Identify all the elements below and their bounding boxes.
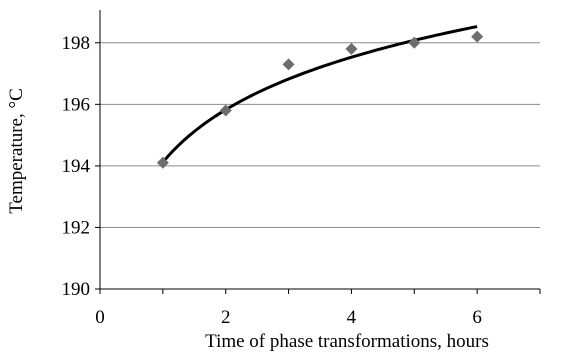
tick-labels: 190 192 194 196 198 0 2 4 6 <box>62 33 482 328</box>
data-point-diamond <box>471 30 484 43</box>
x-tick-label: 4 <box>347 307 357 328</box>
data-point-diamond <box>282 58 295 71</box>
data-point-diamond <box>219 104 232 117</box>
trendline-layer <box>161 25 478 164</box>
y-tick-label: 196 <box>62 94 91 115</box>
data-point-diamond <box>345 42 358 55</box>
y-tick-label: 194 <box>62 156 91 177</box>
axes <box>95 10 541 294</box>
x-tick-label: 2 <box>221 307 231 328</box>
gridlines <box>100 42 540 228</box>
data-point-diamond <box>156 156 169 169</box>
x-tick-label: 6 <box>472 307 482 328</box>
trendline <box>161 25 478 164</box>
x-tick-label: 0 <box>95 307 105 328</box>
y-tick-label: 190 <box>62 279 91 300</box>
data-points <box>156 30 484 169</box>
data-point-diamond <box>408 36 421 49</box>
x-axis-title: Time of phase transformations, hours <box>205 331 489 352</box>
y-axis-title: Temperature, °C <box>6 88 27 214</box>
y-tick-label: 192 <box>62 217 91 238</box>
y-tick-label: 198 <box>62 33 91 54</box>
